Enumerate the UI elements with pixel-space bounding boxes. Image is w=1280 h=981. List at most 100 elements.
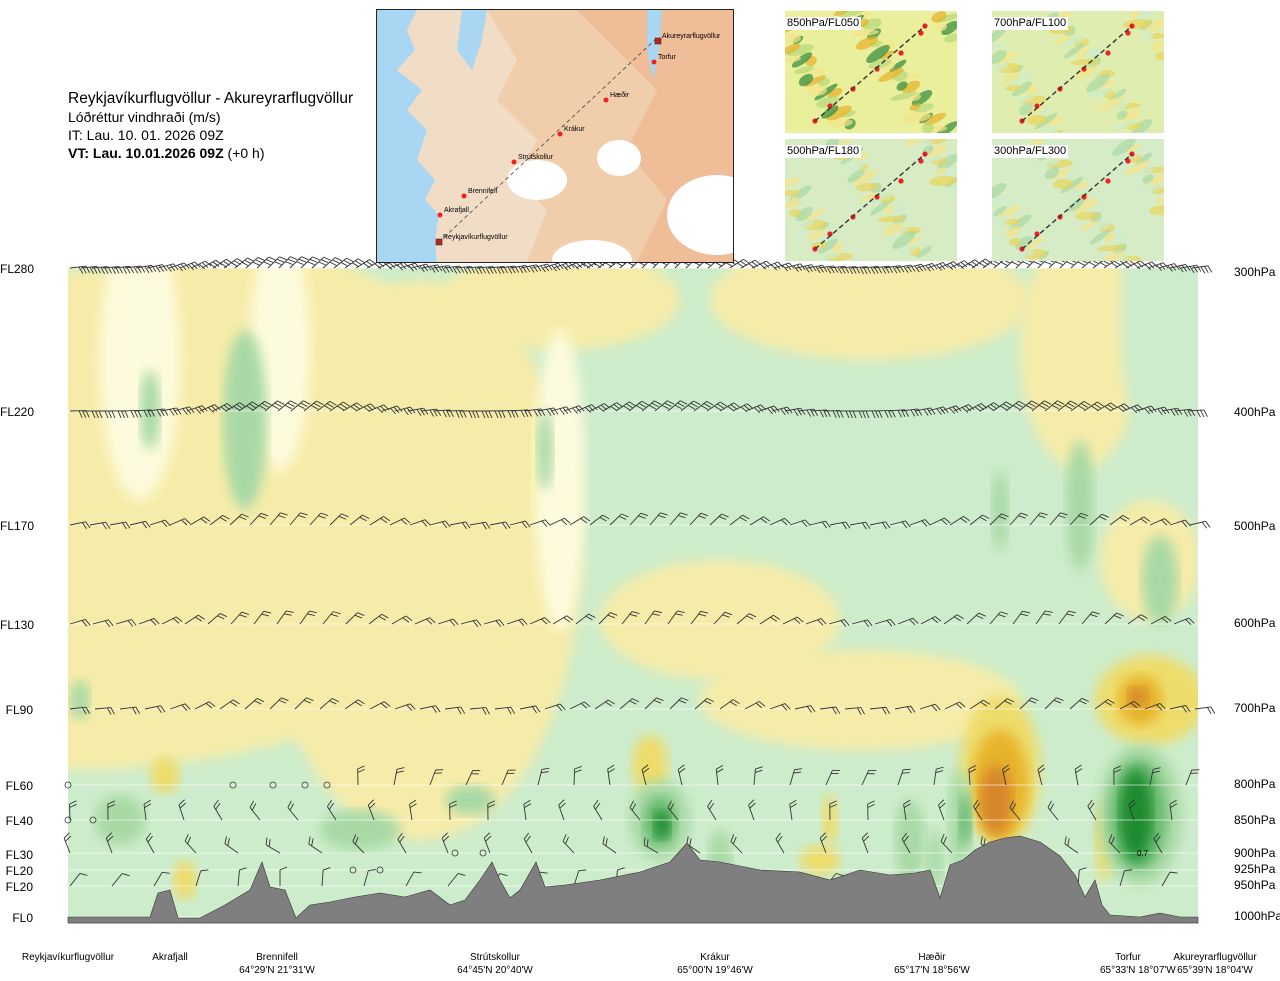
wind-barb [369, 701, 391, 710]
wind-barb [1149, 767, 1161, 786]
wind-barb [905, 263, 927, 273]
right-axis-label: 900hPa [1234, 846, 1276, 860]
wind-barb [238, 401, 259, 412]
thumb-pattern [992, 42, 1008, 52]
terrain-profile [67, 835, 1199, 924]
wind-barb [751, 260, 773, 270]
route-map: Akureyrarflugvöllur Torfur Hæðir Krákur Strú… [376, 9, 734, 263]
wind-barb [381, 405, 403, 415]
wind-barb [629, 512, 649, 526]
wind-barb [111, 873, 130, 887]
wind-barb [69, 618, 91, 627]
wind-barb [1081, 611, 1100, 625]
thumb-pattern [889, 59, 907, 73]
thumb-station-marker [1034, 231, 1040, 237]
thumb-pattern [1075, 65, 1099, 79]
thumb-pattern [1142, 29, 1154, 41]
wind-barb [429, 520, 451, 529]
wind-barb [316, 401, 337, 412]
wind-barb [342, 402, 364, 412]
wind-barb [569, 516, 591, 526]
wind-barb [933, 766, 944, 786]
thumb-pattern [1109, 88, 1127, 102]
wind-barb [715, 764, 724, 786]
wind-barb [107, 800, 116, 821]
wind-barb [1058, 610, 1077, 625]
wind-barb [129, 520, 151, 529]
wind-barb [524, 408, 546, 417]
thumb-station-marker [922, 23, 928, 29]
wind-barb [249, 800, 261, 821]
wind-barb [326, 799, 337, 821]
left-axis-label: FL60 [5, 779, 33, 793]
wind-barb [409, 519, 431, 527]
wind-barb [256, 256, 276, 269]
calm-marker [376, 866, 384, 874]
wind-barb [575, 613, 596, 625]
thumb-pattern [877, 215, 905, 223]
wind-barb [968, 765, 977, 786]
wind-barb [469, 707, 490, 715]
wind-barb [498, 409, 519, 418]
thumb-pattern [842, 160, 866, 172]
wind-barb [407, 407, 429, 417]
field-region [1066, 440, 1094, 570]
map-airport-marker [654, 37, 662, 45]
wind-barb [394, 703, 416, 711]
field-region [632, 735, 668, 795]
thumb-pattern [1101, 251, 1125, 261]
wind-barb [1094, 699, 1115, 710]
thumb-pattern [1058, 35, 1086, 47]
thumb-pattern [804, 75, 826, 87]
wind-barb [249, 512, 269, 526]
thumb-pattern [1006, 72, 1034, 86]
thumb-pattern [855, 182, 879, 192]
wind-barb [63, 832, 72, 854]
wind-barb [549, 517, 571, 526]
wind-barb [269, 697, 289, 710]
wind-barb [744, 701, 766, 710]
waypoint-label: Akureyrarflugvöllur 65°39'N 18°04'W [1173, 952, 1257, 976]
thumb-pattern [1135, 152, 1153, 166]
left-axis-label: FL0 [12, 911, 33, 925]
wind-barb [1009, 512, 1029, 526]
thumb-pattern [1112, 139, 1136, 157]
wind-barb [867, 800, 875, 821]
wind-barb [775, 832, 785, 854]
wind-barb [537, 767, 550, 786]
wind-barb [938, 261, 960, 270]
thumb-station-marker [898, 50, 904, 56]
wind-barb [1149, 518, 1171, 526]
field-region [150, 757, 180, 793]
thumb-station-marker [1105, 178, 1111, 184]
wind-barb [989, 611, 1008, 625]
wind-barb [368, 613, 389, 625]
field-region [70, 680, 90, 720]
map-station-label: Akrafjall [444, 207, 469, 214]
thumb-pattern [992, 196, 1008, 206]
thumbnail-500: 500hPa/FL180 [785, 139, 957, 261]
wind-barb [1069, 697, 1089, 710]
thumbnail-300-svg [992, 139, 1164, 261]
wind-barb [437, 618, 459, 627]
wind-barb [789, 799, 797, 821]
thumb-pattern [866, 44, 890, 64]
wind-barb [276, 610, 294, 625]
thumbnail-300: 300hPa/FL300 [992, 139, 1164, 261]
wind-barb [391, 615, 413, 625]
field-region [1120, 770, 1152, 860]
left-axis-label: FL20 [5, 880, 33, 894]
wind-barb [1012, 610, 1031, 625]
wind-barb [719, 699, 740, 710]
wind-barb [992, 401, 1013, 412]
thumb-pattern [878, 68, 904, 82]
thumb-pattern [1009, 237, 1021, 247]
wind-barb [267, 256, 287, 269]
wind-barb [69, 706, 91, 715]
wind-barb [669, 512, 688, 526]
wind-barb [299, 610, 317, 625]
wind-barb [628, 400, 649, 412]
wind-barb [349, 514, 370, 526]
wind-barb [69, 521, 91, 529]
wind-barb [501, 769, 516, 786]
